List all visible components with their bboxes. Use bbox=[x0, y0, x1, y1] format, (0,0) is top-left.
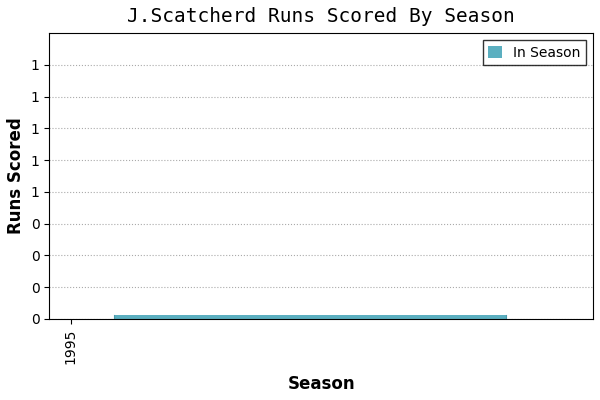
Title: J.Scatcherd Runs Scored By Season: J.Scatcherd Runs Scored By Season bbox=[127, 7, 515, 26]
Legend: In Season: In Season bbox=[482, 40, 586, 65]
Y-axis label: Runs Scored: Runs Scored bbox=[7, 118, 25, 234]
X-axis label: Season: Season bbox=[287, 375, 355, 393]
